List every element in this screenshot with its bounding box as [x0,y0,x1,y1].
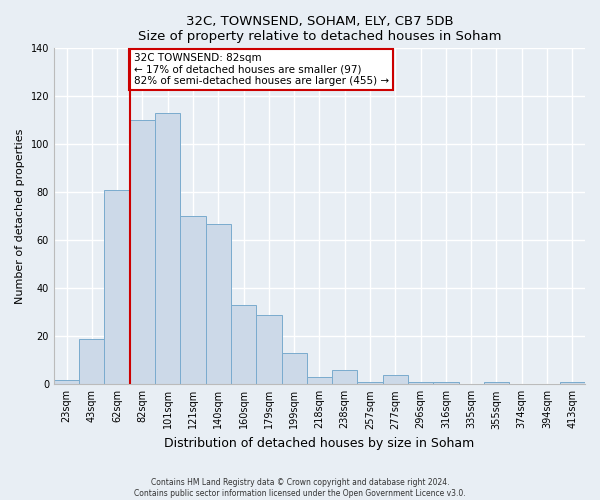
Bar [332,370,358,384]
Bar [79,338,104,384]
Bar [231,305,256,384]
Bar [358,382,383,384]
Y-axis label: Number of detached properties: Number of detached properties [15,128,25,304]
Bar [104,190,130,384]
Bar [130,120,155,384]
Text: Contains HM Land Registry data © Crown copyright and database right 2024.
Contai: Contains HM Land Registry data © Crown c… [134,478,466,498]
Bar [181,216,206,384]
Bar [54,380,79,384]
Bar [206,224,231,384]
Bar [281,353,307,384]
Bar [408,382,433,384]
Bar [433,382,458,384]
Bar [155,113,181,384]
Bar [307,377,332,384]
Bar [256,314,281,384]
Title: 32C, TOWNSEND, SOHAM, ELY, CB7 5DB
Size of property relative to detached houses : 32C, TOWNSEND, SOHAM, ELY, CB7 5DB Size … [138,15,501,43]
Text: 32C TOWNSEND: 82sqm
← 17% of detached houses are smaller (97)
82% of semi-detach: 32C TOWNSEND: 82sqm ← 17% of detached ho… [134,53,389,86]
Bar [484,382,509,384]
Bar [383,374,408,384]
Bar [560,382,585,384]
X-axis label: Distribution of detached houses by size in Soham: Distribution of detached houses by size … [164,437,475,450]
